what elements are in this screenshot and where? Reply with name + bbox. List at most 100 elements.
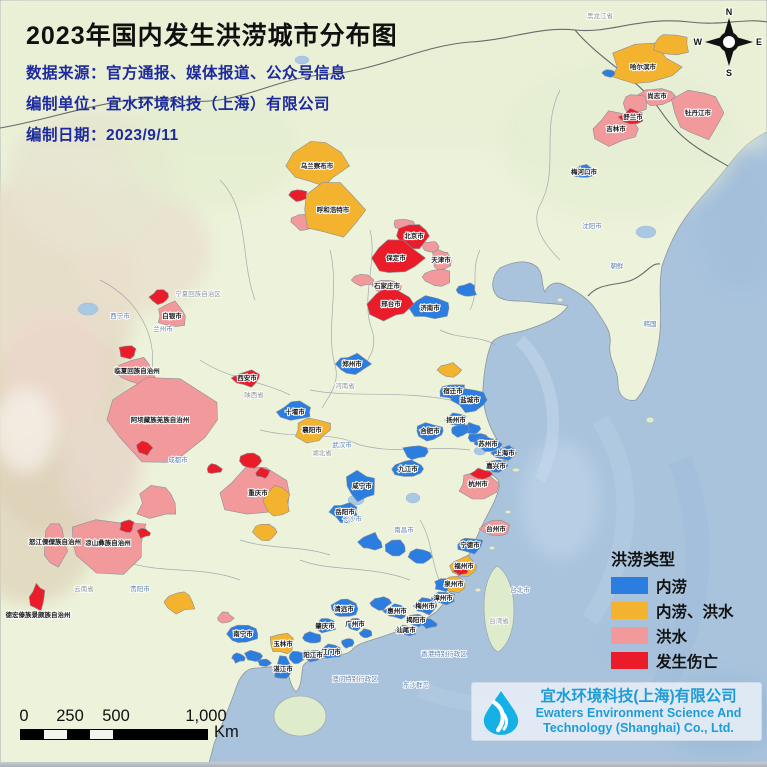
region-label: 郑州市 (342, 359, 362, 368)
ewaters-logo-icon (483, 690, 519, 735)
region-label: 呼和浩特市 (317, 205, 350, 214)
scale-tick-250: 250 (56, 707, 84, 725)
scale-unit: Km (214, 723, 239, 741)
flood-region-漳州市 (431, 591, 456, 606)
flood-region-襄阳市 (295, 417, 331, 444)
basemap-label-prov: 陕西省 (244, 390, 264, 399)
basemap-label-city: 南昌市 (394, 525, 414, 534)
flood-region (136, 440, 154, 456)
basemap-label-city: 成都市 (168, 455, 188, 464)
flood-region (369, 596, 393, 611)
region-label: 梅河口市 (571, 167, 598, 176)
basemap-label-prov: 宁夏回族自治区 (175, 289, 221, 298)
flood-region (119, 519, 135, 533)
flood-region-天津市 (432, 249, 452, 271)
region-label: 扬州市 (446, 415, 466, 424)
flood-region-阿坝藏族羌族自治州 (106, 377, 218, 463)
region-label: 南宁市 (233, 629, 253, 638)
scale-segment (67, 730, 90, 739)
region-label: 阳江市 (303, 650, 323, 659)
agency-line: 编制单位：宜水环境科技（上海）有限公司 (26, 96, 331, 113)
flood-region-江门市 (320, 643, 342, 659)
compass-rose: N S W E (693, 6, 764, 79)
flood-region (407, 548, 433, 564)
legend-item: 内涝 (611, 577, 734, 596)
legend-swatch (611, 652, 648, 669)
region-label: 上海市 (495, 448, 515, 457)
national-boundaries (0, 20, 767, 297)
basemap-label-city: 兰州市 (153, 324, 173, 333)
watermark-en-2: Technology (Shanghai) Co., Ltd. (543, 720, 734, 735)
legend-title: 洪涝类型 (611, 552, 676, 569)
flood-region (436, 362, 463, 378)
basemap-label-prov: 台湾省 (489, 616, 509, 625)
flood-region (653, 34, 689, 56)
compass-s: S (726, 68, 732, 78)
coastal-islets (474, 297, 655, 593)
taiwan-island (483, 565, 515, 653)
legend-label: 内涝、洪水 (656, 603, 734, 621)
flood-region-怒江傈僳族自治州 (44, 523, 68, 568)
flood-region-嘉兴市 (485, 459, 509, 473)
region-label: 清远市 (334, 604, 354, 613)
basemap-label-city: 武汉市 (332, 440, 352, 449)
flood-region-梅州市 (413, 597, 438, 616)
flood-region (288, 189, 308, 202)
region-label: 白银市 (162, 311, 182, 320)
data-source-line: 数据来源：官方通报、媒体报道、公众号信息 (26, 65, 347, 82)
region-label: 宁德市 (460, 540, 480, 549)
region-label: 济南市 (420, 303, 440, 312)
region-label: 临夏回族自治州 (114, 366, 160, 375)
flood-region (148, 289, 169, 306)
flood-region-西安市 (230, 369, 260, 388)
flood-region (118, 345, 137, 360)
flood-region-舒兰市 (617, 107, 644, 125)
region-label: 揭阳市 (406, 615, 426, 624)
region-label: 保定市 (385, 253, 406, 262)
region-label: 岳阳市 (335, 507, 355, 516)
flood-region-苏州市 (473, 435, 503, 452)
region-label: 盐城市 (460, 395, 480, 404)
flood-region (357, 532, 383, 551)
region-label: 梅州市 (415, 601, 435, 610)
flood-region (217, 611, 235, 624)
legend-item: 洪水 (611, 627, 734, 646)
region-label: 嘉兴市 (485, 461, 506, 470)
region-label: 西安市 (237, 373, 257, 382)
region-label: 十堰市 (285, 407, 305, 416)
flood-region-盐城市 (449, 388, 488, 413)
region-label: 咸宁市 (352, 481, 372, 490)
flood-region-呼和浩特市 (304, 182, 367, 238)
region-label: 阿坝藏族羌族自治州 (131, 415, 190, 424)
flood-region (402, 445, 429, 461)
flood-region-宁德市 (457, 537, 484, 555)
basemap-label-city: 韩国 (644, 319, 657, 328)
flood-region (302, 631, 322, 644)
legend: 洪涝类型 内涝 内涝、洪水 洪水 发生伤亡 (611, 546, 734, 677)
basemap-label-city: 长沙市 (342, 514, 362, 523)
flood-region (350, 274, 375, 287)
compass-e: E (756, 37, 762, 47)
flood-region-肇庆市 (314, 618, 337, 634)
flood-region-十堰市 (275, 400, 311, 421)
basemap-label-prov: 河南省 (335, 381, 355, 390)
flood-region-邢台市 (366, 287, 415, 322)
flood-region (288, 650, 307, 664)
flood-region (252, 523, 278, 542)
scale-tick-0: 0 (19, 707, 29, 725)
scale-bar-segments (20, 729, 208, 740)
flood-region-南宁市 (226, 624, 259, 643)
region-label: 宿迁市 (443, 386, 463, 395)
flood-region-玉林市 (269, 632, 294, 655)
company-watermark: 宜水环境科技(上海)有限公司 Ewaters Environment Scien… (471, 682, 762, 741)
flood-region (163, 591, 196, 615)
basemap-label-prov: 黑龙江省 (587, 11, 614, 20)
legend-items: 内涝 内涝、洪水 洪水 发生伤亡 (611, 577, 734, 671)
flood-region-惠州市 (382, 603, 406, 620)
flood-region-汕尾市 (394, 624, 417, 637)
region-label: 乌兰察布市 (301, 161, 334, 170)
region-label: 惠州市 (387, 606, 407, 615)
flood-region-保定市 (371, 239, 426, 273)
region-label: 北京市 (404, 231, 424, 240)
